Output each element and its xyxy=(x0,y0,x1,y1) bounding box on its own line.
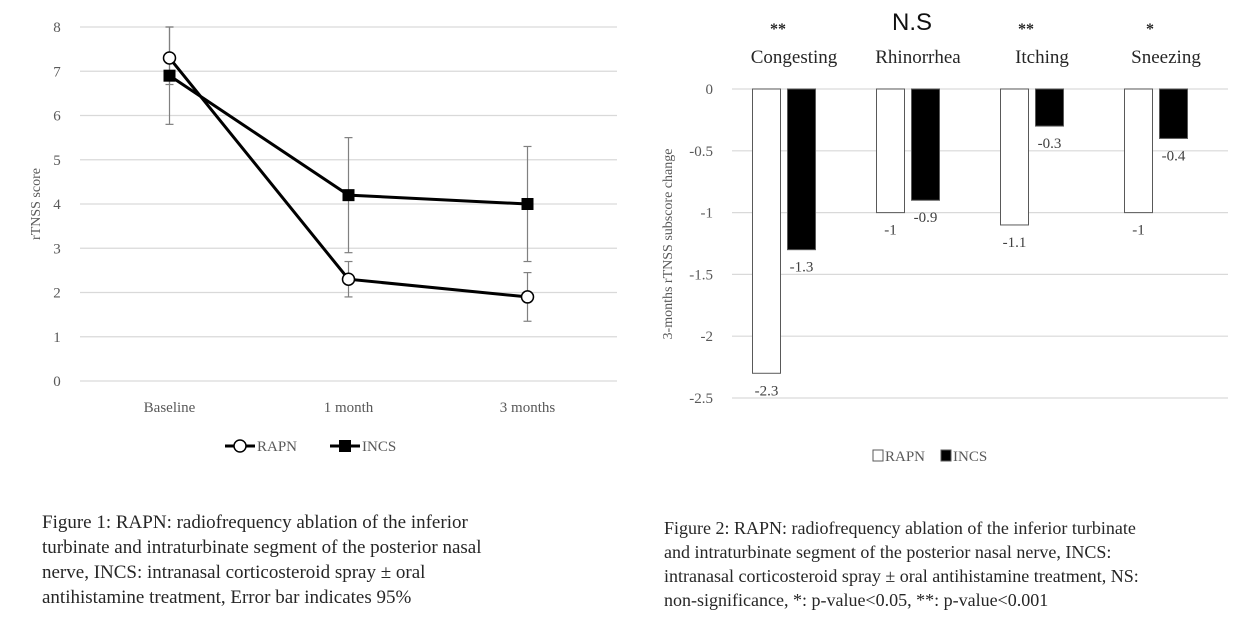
data-label: -1 xyxy=(884,223,897,239)
category-label: Sneezing xyxy=(1131,47,1201,68)
y-tick-label: 2 xyxy=(53,286,61,302)
category-label: Rhinorrhea xyxy=(875,47,961,68)
bar-incs xyxy=(1035,88,1064,127)
y-tick-label: -2.5 xyxy=(689,391,713,407)
caption-line: Figure 2: RAPN: radiofrequency ablation … xyxy=(664,518,1136,538)
y-axis-label: rTNSS score xyxy=(29,168,44,240)
x-tick-label: 3 months xyxy=(500,400,556,416)
x-tick-label: 1 month xyxy=(324,400,374,416)
line-chart-rtnss: 0 1 2 3 4 5 6 7 8 rTNSS score Baseline 1 month 3 mon… xyxy=(29,20,617,455)
data-label: -2.3 xyxy=(755,383,779,399)
significance-marker: N.S xyxy=(892,9,932,36)
legend-swatch-icon xyxy=(940,449,952,462)
category-label: Congesting xyxy=(751,47,838,68)
y-axis-label: 3-months rTNSS subscore change xyxy=(661,149,676,340)
y-tick-label: 8 xyxy=(53,20,61,36)
category-label: Itching xyxy=(1015,47,1069,68)
legend-marker-square-icon xyxy=(339,440,351,452)
legend: RAPN INCS xyxy=(225,439,396,455)
y-tick-label: 1 xyxy=(53,330,61,346)
figure2-caption: Figure 2: RAPN: radiofrequency ablation … xyxy=(664,516,1139,612)
y-tick-label: 0 xyxy=(706,82,714,98)
data-point-incs xyxy=(342,189,355,202)
data-label: -0.3 xyxy=(1038,136,1062,152)
bar-rapn xyxy=(752,88,781,374)
bar-incs xyxy=(787,88,816,251)
bar-rapn xyxy=(1000,88,1029,226)
data-point-rapn xyxy=(162,51,177,65)
legend-swatch-icon xyxy=(872,449,884,462)
y-tick-label: -1 xyxy=(701,206,714,222)
bar-chart-subscore: 0 -0.5 -1 -1.5 -2 -2.5 3-months rTNSS subscore… xyxy=(661,9,1228,465)
caption-line: non-significance, *: p-value<0.05, **: p… xyxy=(664,590,1049,610)
y-tick-label: 5 xyxy=(53,153,61,169)
figure1-caption: Figure 1: RAPN: radiofrequency ablation … xyxy=(42,510,482,610)
bar-rapn xyxy=(1124,88,1153,214)
significance-marker: ** xyxy=(770,21,786,38)
caption-line: intranasal corticosteroid spray ± oral a… xyxy=(664,566,1139,586)
caption-line: nerve, INCS: intranasal corticosteroid s… xyxy=(42,562,426,583)
significance-marker: ** xyxy=(1018,21,1034,38)
legend-label: INCS xyxy=(953,449,987,465)
y-tick-label: -2 xyxy=(701,329,714,345)
y-tick-label: 3 xyxy=(53,241,61,257)
caption-line: and intraturbinate segment of the poster… xyxy=(664,542,1112,562)
y-tick-label: -0.5 xyxy=(689,144,713,160)
significance-marker: * xyxy=(1146,21,1154,38)
data-label: -1 xyxy=(1132,223,1145,239)
data-label: -0.4 xyxy=(1162,148,1186,164)
data-point-incs xyxy=(521,198,534,210)
x-tick-label: Baseline xyxy=(144,400,196,416)
legend-label: RAPN xyxy=(257,439,297,455)
caption-line: Figure 1: RAPN: radiofrequency ablation … xyxy=(42,512,468,533)
legend-label: RAPN xyxy=(885,449,925,465)
bar-rapn xyxy=(876,88,905,214)
y-tick-label: 7 xyxy=(53,64,61,80)
data-label: -0.9 xyxy=(914,210,938,226)
legend-label: INCS xyxy=(362,439,396,455)
data-label: -1.3 xyxy=(790,260,814,276)
legend: RAPN INCS xyxy=(872,449,987,465)
data-label: -1.1 xyxy=(1003,235,1027,251)
bar-incs xyxy=(911,88,940,201)
y-tick-label: 6 xyxy=(53,109,61,125)
y-tick-label: 0 xyxy=(53,374,61,390)
caption-line: turbinate and intraturbinate segment of … xyxy=(42,537,482,558)
y-tick-label: 4 xyxy=(53,197,61,213)
data-point-incs xyxy=(163,69,176,82)
bar-incs xyxy=(1159,88,1188,139)
y-tick-label: -1.5 xyxy=(689,267,713,283)
caption-line: antihistamine treatment, Error bar indic… xyxy=(42,587,412,608)
legend-marker-circle-icon xyxy=(233,439,247,453)
data-point-rapn xyxy=(341,272,356,286)
data-point-rapn xyxy=(520,290,535,304)
